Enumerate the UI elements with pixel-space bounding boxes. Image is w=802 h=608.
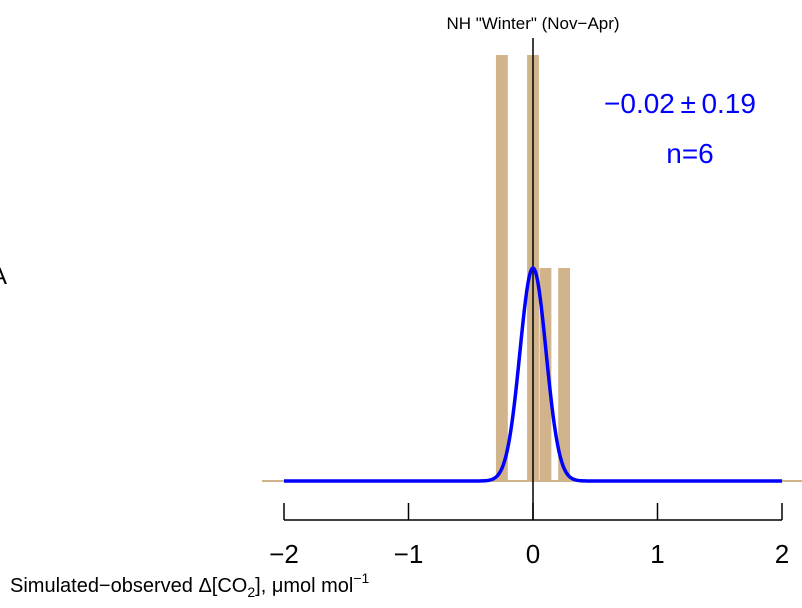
clipped-edge-text: A: [0, 263, 7, 290]
annotation-n: n=6: [666, 138, 714, 169]
chart-title: NH "Winter" (Nov−Apr): [446, 14, 619, 33]
histogram-bar-4: [558, 268, 571, 481]
annotation-mean-sd: −0.02 ± 0.19: [604, 88, 756, 119]
x-tick-label-4: 1: [650, 539, 664, 569]
x-axis: −2 −1 0 1 2: [269, 503, 789, 569]
x-tick-label-3: 0: [526, 539, 540, 569]
x-axis-label: Simulated−observed Δ[CO2], μmol mol−1: [10, 570, 370, 600]
density-curve: [284, 265, 782, 483]
x-tick-label-5: 2: [775, 539, 789, 569]
histogram-bar-1: [495, 55, 508, 481]
x-tick-label-1: −2: [269, 539, 299, 569]
histogram-bar-3: [539, 268, 552, 481]
x-tick-label-2: −1: [394, 539, 424, 569]
